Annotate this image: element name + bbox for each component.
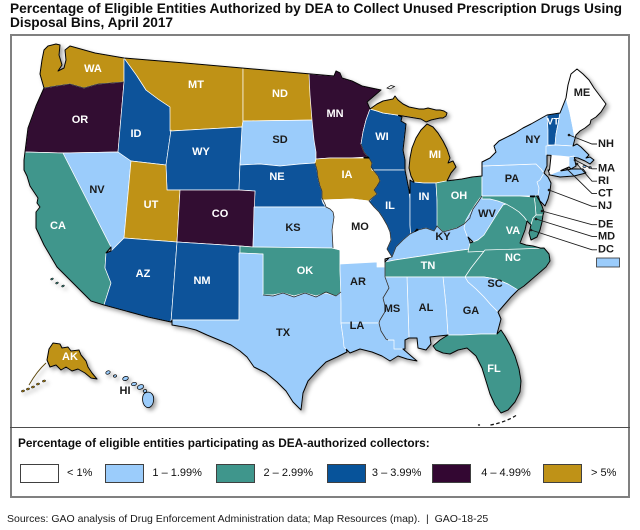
svg-text:AR: AR xyxy=(350,276,366,288)
svg-text:IA: IA xyxy=(342,169,353,181)
svg-text:FL: FL xyxy=(487,363,501,375)
svg-text:NH: NH xyxy=(598,138,614,150)
svg-text:CO: CO xyxy=(212,208,229,220)
svg-text:WV: WV xyxy=(478,208,496,220)
svg-text:MD: MD xyxy=(598,230,615,242)
svg-text:WY: WY xyxy=(192,146,210,158)
svg-text:AL: AL xyxy=(419,302,434,314)
svg-text:ID: ID xyxy=(131,128,142,140)
svg-text:WA: WA xyxy=(84,63,102,75)
svg-text:TX: TX xyxy=(276,327,291,339)
svg-text:NJ: NJ xyxy=(598,200,612,212)
svg-text:AZ: AZ xyxy=(136,268,151,280)
svg-text:UT: UT xyxy=(144,199,159,211)
svg-text:MO: MO xyxy=(351,221,369,233)
svg-text:AK: AK xyxy=(62,351,78,363)
svg-text:IN: IN xyxy=(419,191,430,203)
svg-text:OK: OK xyxy=(297,265,314,277)
svg-text:CA: CA xyxy=(50,220,66,232)
svg-text:MA: MA xyxy=(598,163,615,175)
svg-text:OH: OH xyxy=(451,190,468,202)
svg-text:VA: VA xyxy=(506,225,521,237)
svg-text:KS: KS xyxy=(285,222,300,234)
svg-text:NY: NY xyxy=(525,134,541,146)
svg-text:MT: MT xyxy=(188,79,204,91)
svg-text:PA: PA xyxy=(505,173,520,185)
svg-text:VT: VT xyxy=(547,117,559,128)
svg-text:RI: RI xyxy=(598,175,609,187)
svg-text:TN: TN xyxy=(421,260,436,272)
svg-text:ME: ME xyxy=(574,87,591,99)
svg-text:NV: NV xyxy=(89,184,105,196)
svg-text:GA: GA xyxy=(463,305,480,317)
svg-text:DC: DC xyxy=(598,244,614,256)
svg-text:LA: LA xyxy=(350,320,365,332)
svg-text:SC: SC xyxy=(487,278,502,290)
svg-text:HI: HI xyxy=(120,385,131,397)
svg-text:WI: WI xyxy=(375,131,388,143)
svg-text:SD: SD xyxy=(272,134,287,146)
svg-text:CT: CT xyxy=(598,188,613,200)
svg-text:OR: OR xyxy=(72,114,89,126)
svg-text:IL: IL xyxy=(385,200,395,212)
svg-text:ND: ND xyxy=(272,88,288,100)
svg-text:NC: NC xyxy=(505,252,521,264)
svg-text:KY: KY xyxy=(435,231,451,243)
svg-text:MS: MS xyxy=(384,303,401,315)
svg-text:MN: MN xyxy=(326,108,343,120)
svg-text:NM: NM xyxy=(193,275,210,287)
svg-text:MI: MI xyxy=(429,149,441,161)
svg-text:NE: NE xyxy=(269,171,284,183)
svg-text:DE: DE xyxy=(598,219,613,231)
